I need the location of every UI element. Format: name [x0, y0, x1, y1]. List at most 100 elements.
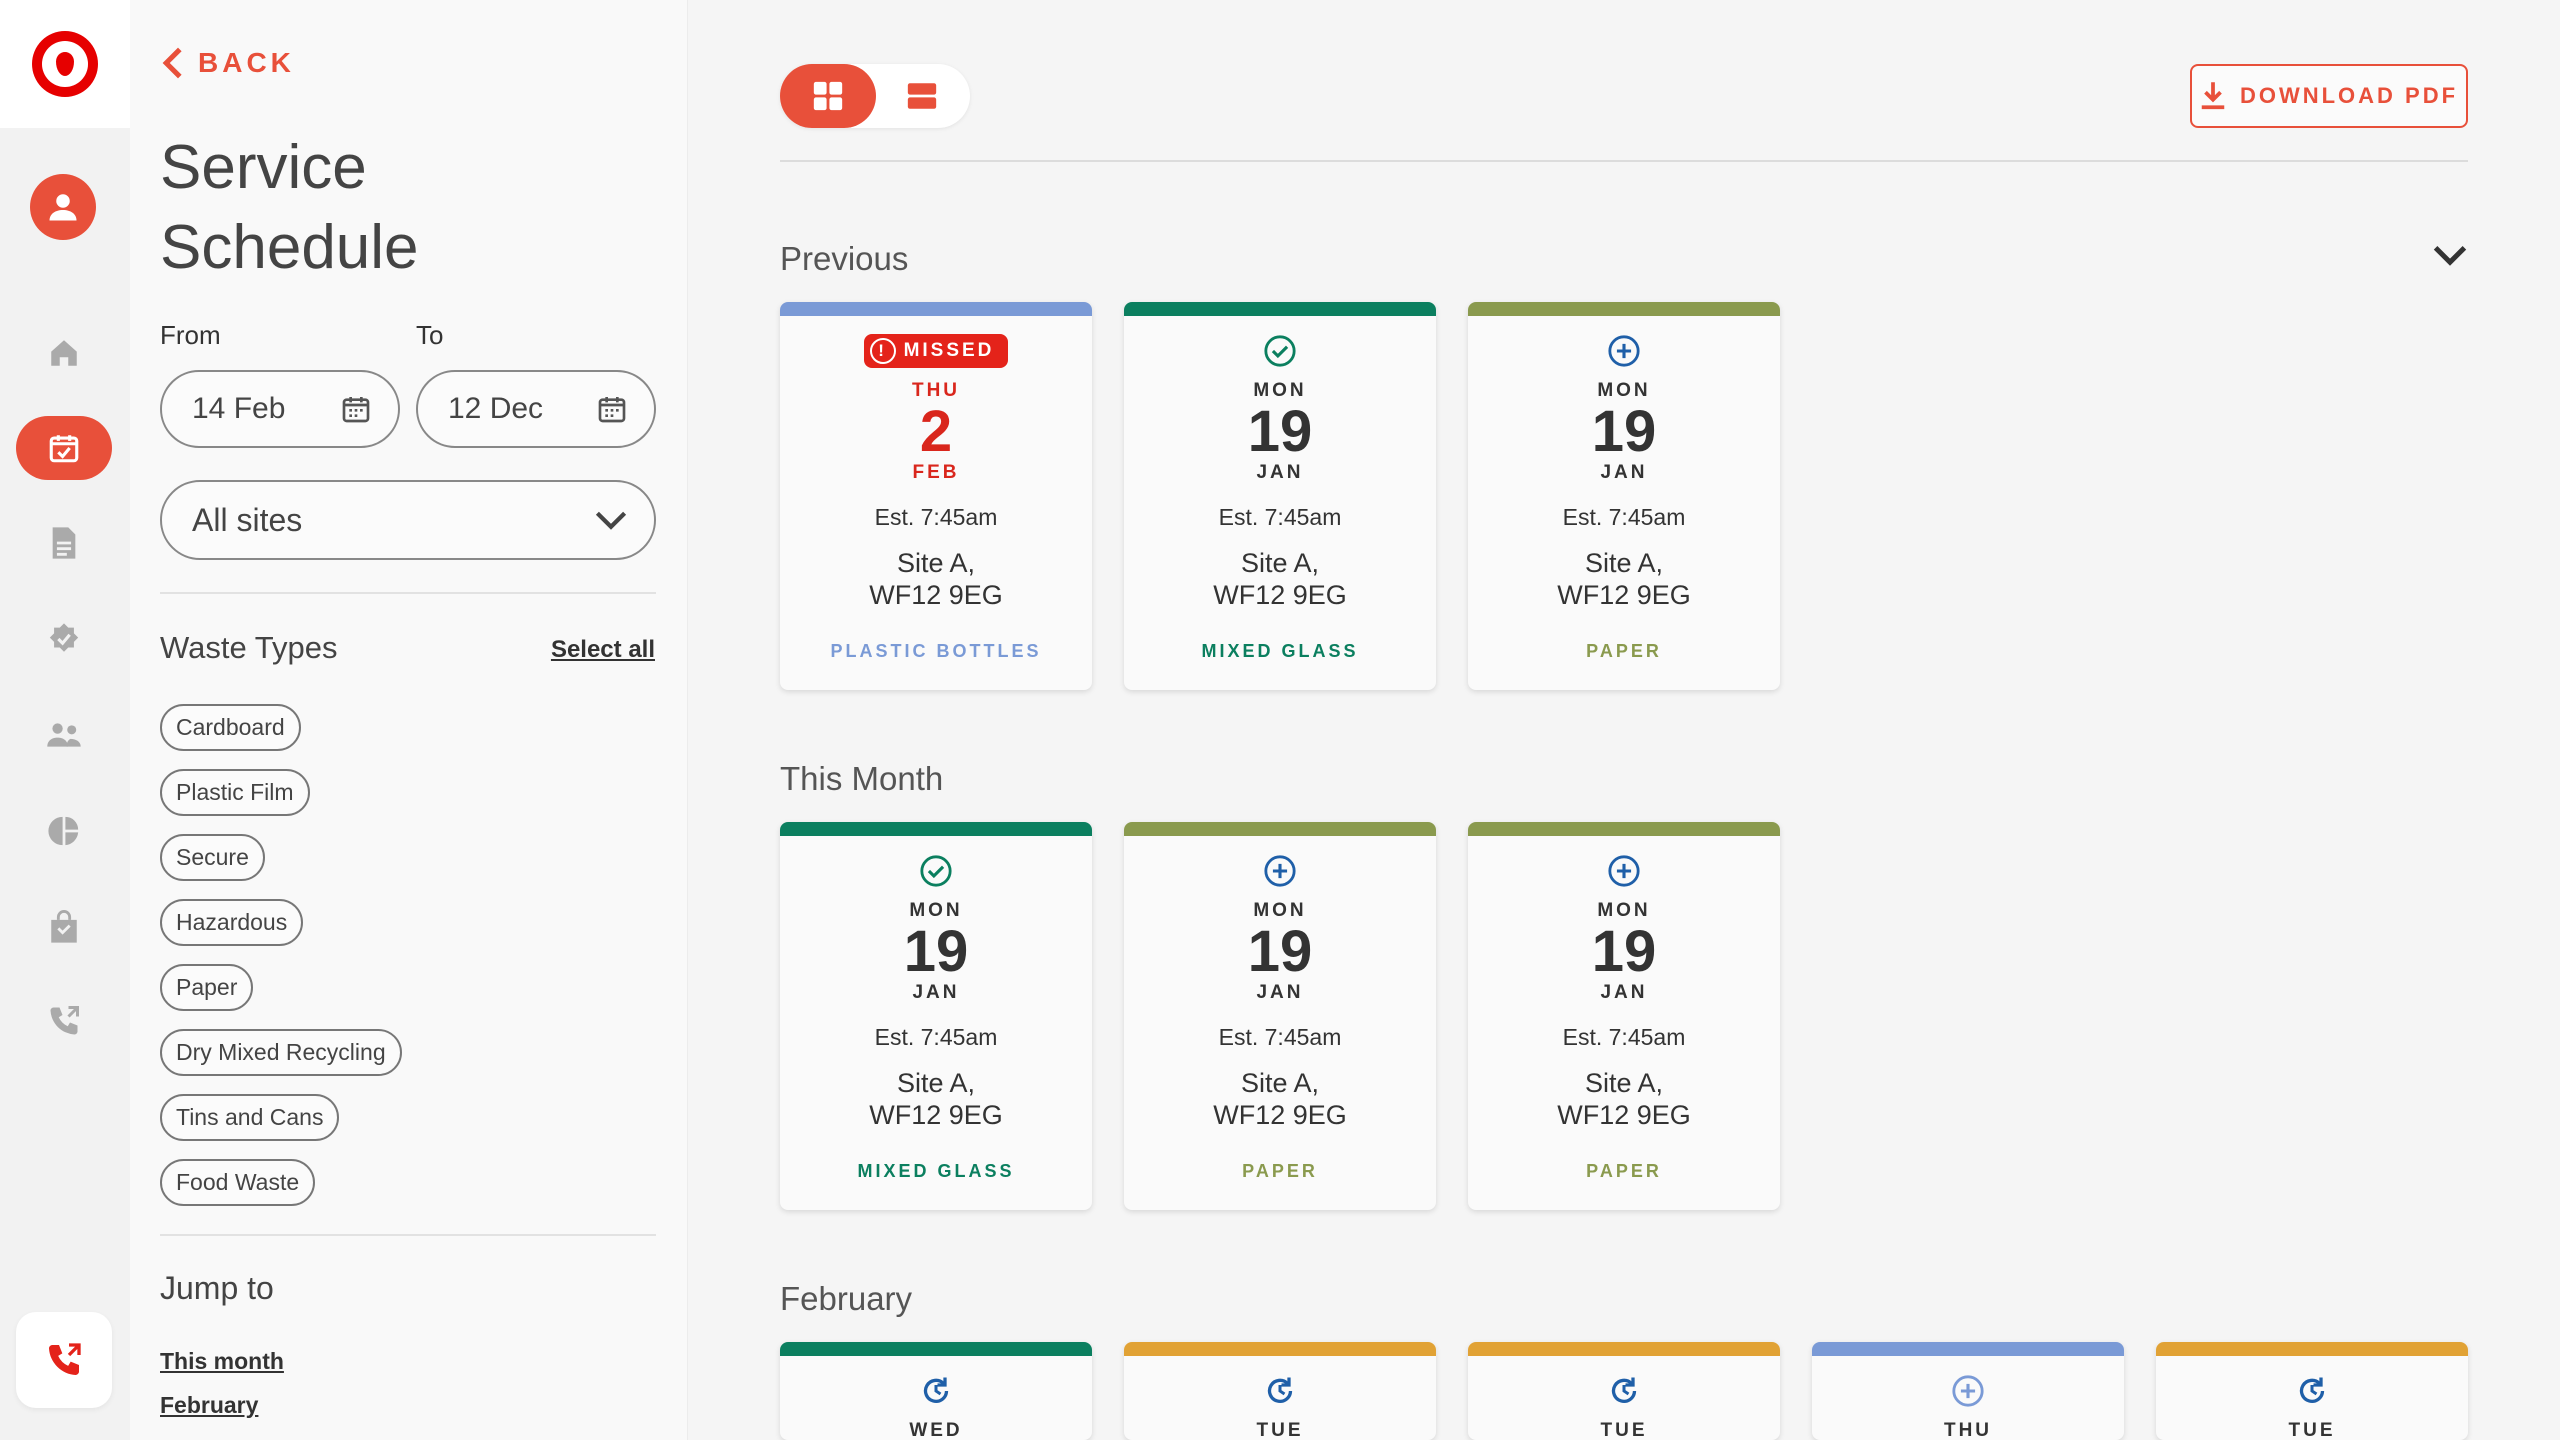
view-toggle: [780, 64, 970, 128]
chip-tins-and-cans[interactable]: Tins and Cans: [160, 1094, 340, 1141]
card-site-name: Site A,: [896, 1068, 976, 1098]
schedule-card[interactable]: MON 19 JAN Est. 7:45am Site A, WF12 9EG …: [1468, 302, 1780, 690]
card-waste-type: MIXED GLASS: [857, 1161, 1015, 1181]
site-select[interactable]: All sites: [160, 480, 656, 560]
status-area: [1124, 1366, 1436, 1416]
card-site: Site A, WF12 9EG: [1468, 1067, 1780, 1131]
chevron-left-icon: [162, 47, 182, 79]
section-title-previous: Previous: [780, 240, 909, 277]
status-area: [2156, 1366, 2468, 1416]
people-icon[interactable]: [34, 710, 94, 760]
card-day: 2: [919, 399, 953, 464]
card-weekday: MON: [1597, 900, 1651, 921]
collapse-button[interactable]: [2432, 244, 2468, 271]
card-day: 19: [1591, 919, 1657, 984]
card-weekday: MON: [1253, 900, 1307, 921]
status-area: [780, 846, 1092, 896]
chip-dry-mixed-recycling[interactable]: Dry Mixed Recycling: [160, 1029, 402, 1076]
card-est-time: Est. 7:45am: [874, 1024, 998, 1050]
select-all-link[interactable]: Select all: [550, 636, 655, 663]
schedule-card[interactable]: TUE: [1124, 1342, 1436, 1440]
schedule-card[interactable]: TUE: [1468, 1342, 1780, 1440]
card-month: JAN: [1600, 462, 1648, 483]
calendar-icon[interactable]: [16, 416, 112, 480]
check-circle-icon: [920, 855, 952, 887]
badge-icon[interactable]: [34, 614, 94, 664]
waste-type-chips: Cardboard Plastic Film Secure Hazardous …: [160, 704, 656, 1224]
card-weekday: MON: [909, 900, 963, 921]
chevron-down-icon: [595, 511, 627, 530]
schedule-card[interactable]: TUE: [2156, 1342, 2468, 1440]
waste-color-bar: [1468, 302, 1780, 316]
card-month: JAN: [1256, 982, 1304, 1003]
back-button[interactable]: BACK: [162, 46, 295, 80]
card-site: Site A, WF12 9EG: [780, 1067, 1092, 1131]
status-area: [1468, 846, 1780, 896]
from-date-field[interactable]: 14 Feb: [160, 370, 400, 448]
jump-to-title: Jump to: [160, 1270, 274, 1306]
chevron-down-icon: [2433, 246, 2467, 266]
card-site-name: Site A,: [1240, 548, 1320, 578]
schedule-card[interactable]: ! MISSED THU 2 FEB Est. 7:45am Site A, W…: [780, 302, 1092, 690]
grid-view-button[interactable]: [780, 64, 876, 128]
schedule-card[interactable]: MON 19 JAN Est. 7:45am Site A, WF12 9EG …: [1468, 822, 1780, 1210]
card-site: Site A, WF12 9EG: [1124, 1067, 1436, 1131]
chip-cardboard[interactable]: Cardboard: [160, 704, 301, 751]
download-pdf-label: DOWNLOAD PDF: [2239, 83, 2459, 108]
jump-link-this-month[interactable]: This month: [160, 1348, 284, 1374]
pie-chart-icon[interactable]: [34, 806, 94, 856]
logo[interactable]: [0, 0, 130, 128]
card-site: Site A, WF12 9EG: [1124, 547, 1436, 611]
schedule-card[interactable]: MON 19 JAN Est. 7:45am Site A, WF12 9EG …: [1124, 302, 1436, 690]
waste-color-bar: [1124, 1342, 1436, 1356]
contact-button[interactable]: [16, 1312, 112, 1408]
card-day: 19: [1247, 399, 1313, 464]
card-waste-type: PLASTIC BOTTLES: [830, 641, 1042, 661]
divider: [160, 592, 656, 594]
to-label: To: [416, 320, 444, 350]
to-date-value: 12 Dec: [448, 392, 544, 425]
jump-link-february[interactable]: February: [160, 1392, 259, 1418]
calendar-icon: [342, 397, 370, 423]
phone-icon: [49, 1343, 81, 1375]
list-view-button[interactable]: [874, 64, 970, 128]
card-est-time: Est. 7:45am: [1562, 504, 1686, 530]
download-pdf-button[interactable]: DOWNLOAD PDF: [2190, 64, 2468, 128]
brand-logo-icon: [32, 31, 98, 97]
filter-panel: BACK Service Schedule From To 14 Feb 12 …: [130, 0, 688, 1440]
card-est-time: Est. 7:45am: [1218, 1024, 1342, 1050]
card-site-name: Site A,: [896, 548, 976, 578]
card-site: Site A, WF12 9EG: [1468, 547, 1780, 611]
card-waste-type: PAPER: [1242, 1161, 1318, 1181]
chip-plastic-film[interactable]: Plastic Film: [160, 769, 310, 816]
status-area: [1812, 1366, 2124, 1416]
status-area: [1124, 846, 1436, 896]
card-weekday: THU: [911, 380, 961, 401]
schedule-card[interactable]: THU: [1812, 1342, 2124, 1440]
alert-icon: !: [869, 338, 896, 364]
schedule-card[interactable]: MON 19 JAN Est. 7:45am Site A, WF12 9EG …: [1124, 822, 1436, 1210]
phone-icon[interactable]: [34, 996, 94, 1046]
waste-color-bar: [780, 302, 1092, 316]
card-waste-type: MIXED GLASS: [1201, 641, 1359, 661]
waste-color-bar: [1124, 302, 1436, 316]
document-icon[interactable]: [34, 518, 94, 568]
chip-secure[interactable]: Secure: [160, 834, 265, 881]
home-icon[interactable]: [34, 328, 94, 378]
schedule-card[interactable]: WED: [780, 1342, 1092, 1440]
schedule-card[interactable]: MON 19 JAN Est. 7:45am Site A, WF12 9EG …: [780, 822, 1092, 1210]
chip-food-waste[interactable]: Food Waste: [160, 1159, 316, 1206]
user-icon: [49, 194, 77, 221]
bag-icon[interactable]: [34, 902, 94, 952]
card-site-postcode: WF12 9EG: [1213, 580, 1347, 610]
to-date-field[interactable]: 12 Dec: [416, 370, 656, 448]
recurring-icon: [1267, 1377, 1293, 1403]
chip-paper[interactable]: Paper: [160, 964, 254, 1011]
card-site-name: Site A,: [1584, 1068, 1664, 1098]
from-label: From: [160, 320, 221, 350]
card-weekday: TUE: [1256, 1420, 1304, 1440]
chip-hazardous[interactable]: Hazardous: [160, 899, 304, 946]
card-weekday: MON: [1253, 380, 1307, 401]
card-month: JAN: [1600, 982, 1648, 1003]
avatar[interactable]: [30, 174, 96, 240]
